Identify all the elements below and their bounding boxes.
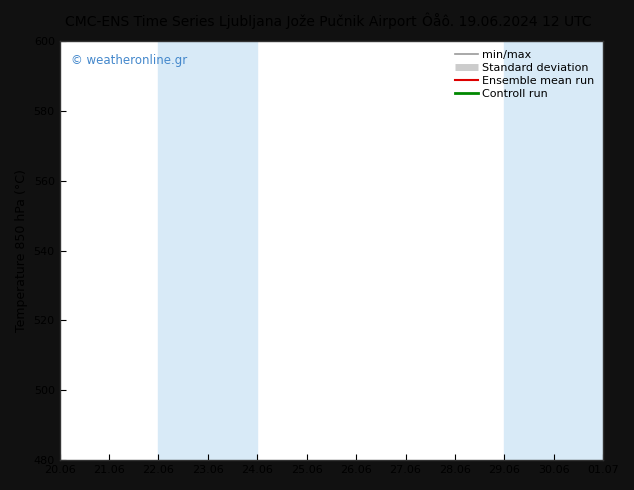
Y-axis label: Temperature 850 hPa (°C): Temperature 850 hPa (°C) [15, 169, 28, 332]
Legend: min/max, Standard deviation, Ensemble mean run, Controll run: min/max, Standard deviation, Ensemble me… [452, 47, 598, 102]
Text: © weatheronline.gr: © weatheronline.gr [70, 53, 187, 67]
Text: Ôåô. 19.06.2024 12 UTC: Ôåô. 19.06.2024 12 UTC [422, 15, 592, 29]
Bar [158, 41, 257, 460]
Bar [504, 41, 603, 460]
Text: CMC-ENS Time Series Ljubljana Jože Pučnik Airport: CMC-ENS Time Series Ljubljana Jože Pučni… [65, 15, 417, 29]
